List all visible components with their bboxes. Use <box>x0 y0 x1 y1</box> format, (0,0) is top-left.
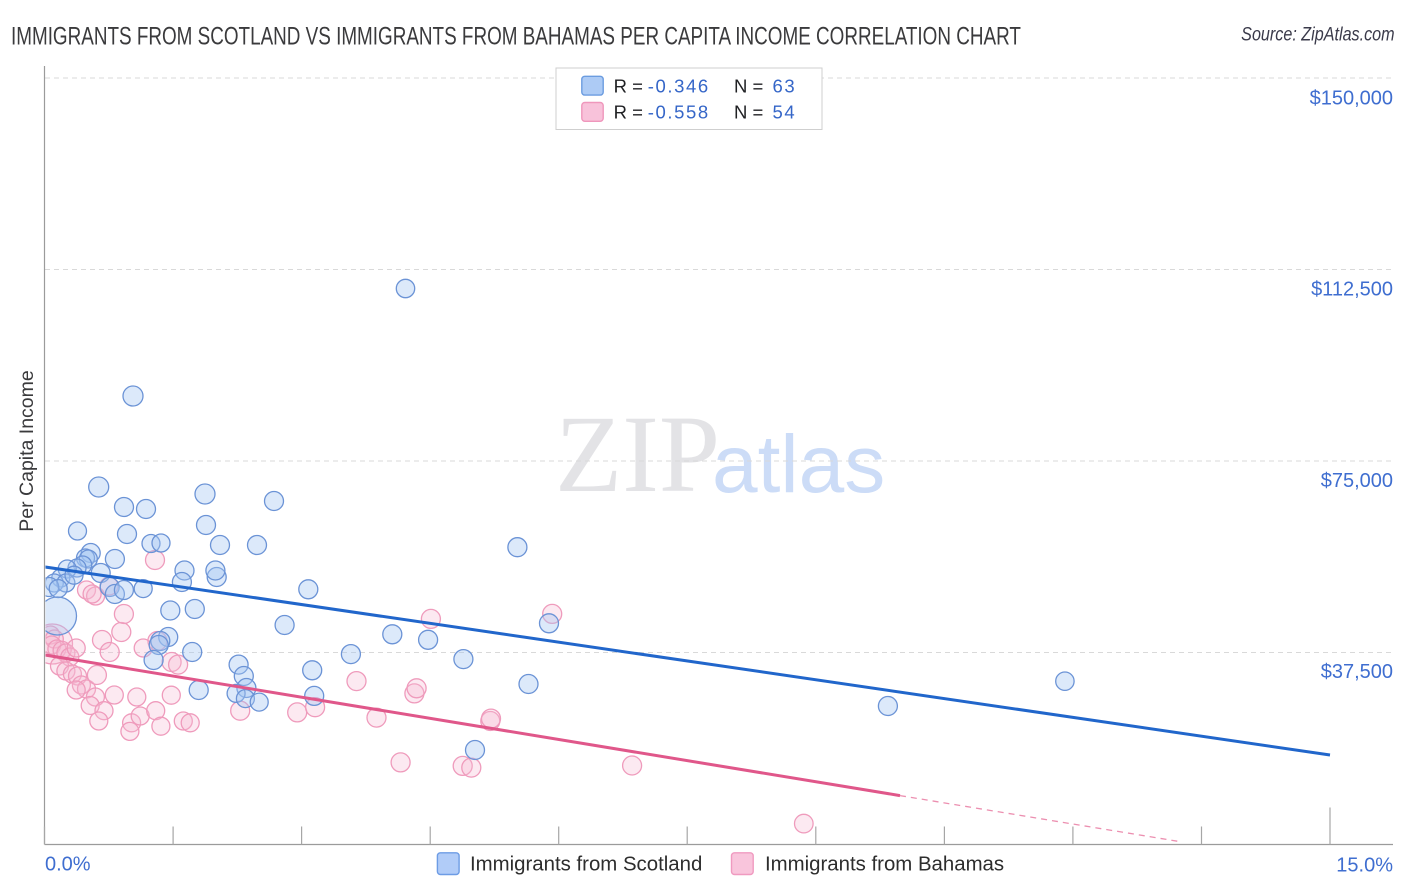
svg-text:63: 63 <box>773 76 797 97</box>
svg-text:N =: N = <box>734 102 763 123</box>
svg-text:R =: R = <box>614 102 643 123</box>
svg-text:IMMIGRANTS FROM SCOTLAND VS IM: IMMIGRANTS FROM SCOTLAND VS IMMIGRANTS F… <box>11 22 1021 50</box>
svg-text:R =: R = <box>614 76 643 97</box>
svg-text:$75,000: $75,000 <box>1321 470 1393 492</box>
svg-text:ZIP: ZIP <box>555 393 720 515</box>
svg-text:$150,000: $150,000 <box>1310 87 1393 109</box>
svg-text:$112,500: $112,500 <box>1311 279 1393 301</box>
svg-text:-0.346: -0.346 <box>648 76 710 97</box>
svg-text:Per Capita Income: Per Capita Income <box>16 370 38 532</box>
svg-text:atlas: atlas <box>712 419 885 510</box>
svg-text:0.0%: 0.0% <box>45 854 91 876</box>
svg-text:Source: ZipAtlas.com: Source: ZipAtlas.com <box>1241 23 1394 45</box>
svg-text:-0.558: -0.558 <box>648 102 710 123</box>
svg-text:Immigrants from Scotland: Immigrants from Scotland <box>470 854 702 876</box>
svg-text:$37,500: $37,500 <box>1321 661 1393 683</box>
svg-text:54: 54 <box>773 102 797 123</box>
svg-text:N =: N = <box>734 76 763 97</box>
svg-text:Immigrants from Bahamas: Immigrants from Bahamas <box>765 854 1004 876</box>
svg-text:15.0%: 15.0% <box>1336 855 1393 877</box>
